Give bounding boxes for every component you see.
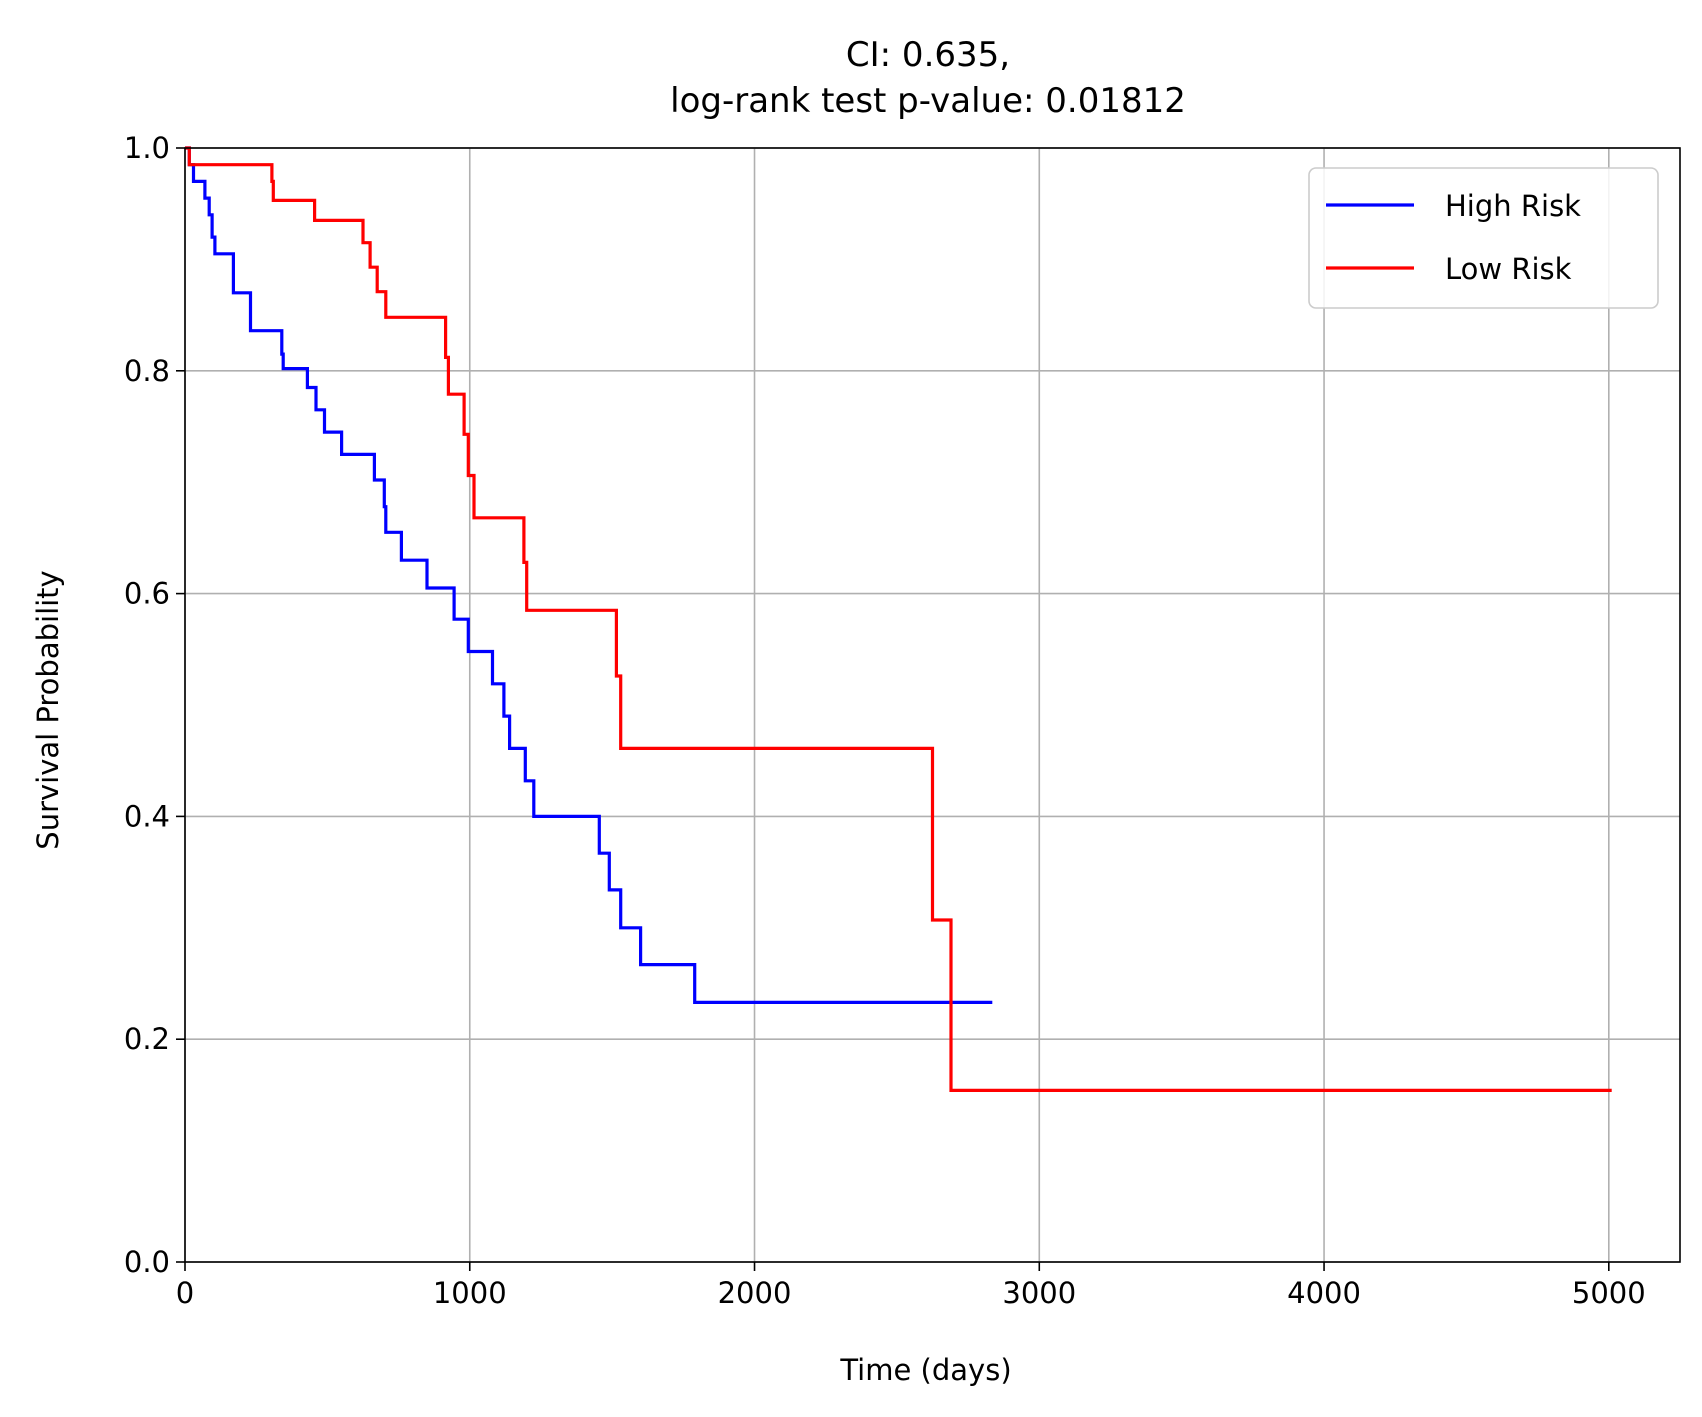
x-tick-label: 4000 xyxy=(1287,1276,1361,1310)
x-tick-label: 0 xyxy=(176,1276,194,1310)
y-tick-label: 0.0 xyxy=(124,1245,170,1279)
legend-label-high-risk: High Risk xyxy=(1445,189,1581,223)
y-tick-label: 0.4 xyxy=(124,799,170,833)
plot-area-frame xyxy=(184,147,1681,1263)
tick-layer: 0 1000 2000 3000 4000 5000 0.0 0.2 0.4 0.6 0.8 1.0 xyxy=(124,131,1646,1310)
x-axis-label: Time (days) xyxy=(839,1353,1011,1387)
legend-label-low-risk: Low Risk xyxy=(1445,252,1572,286)
x-tick-label: 5000 xyxy=(1572,1276,1646,1310)
grid-layer xyxy=(184,147,1680,1263)
series-line-high-risk xyxy=(185,146,993,1004)
x-tick-label: 2000 xyxy=(718,1276,792,1310)
series-layer xyxy=(185,146,1612,1092)
chart-title-line-2: log-rank test p-value: 0.01812 xyxy=(670,81,1186,121)
x-tick-label: 3000 xyxy=(1002,1276,1076,1310)
chart-title-line-1: CI: 0.635, xyxy=(846,35,1010,75)
y-tick-label: 1.0 xyxy=(124,131,170,165)
x-tick-label: 1000 xyxy=(433,1276,507,1310)
y-tick-label: 0.6 xyxy=(124,577,170,611)
y-tick-label: 0.8 xyxy=(124,354,170,388)
series-line-low-risk xyxy=(185,146,1612,1092)
y-tick-label: 0.2 xyxy=(124,1022,170,1056)
legend-box xyxy=(1308,167,1659,309)
legend: High Risk Low Risk xyxy=(1308,167,1659,309)
y-axis-label: Survival Probability xyxy=(31,570,65,849)
